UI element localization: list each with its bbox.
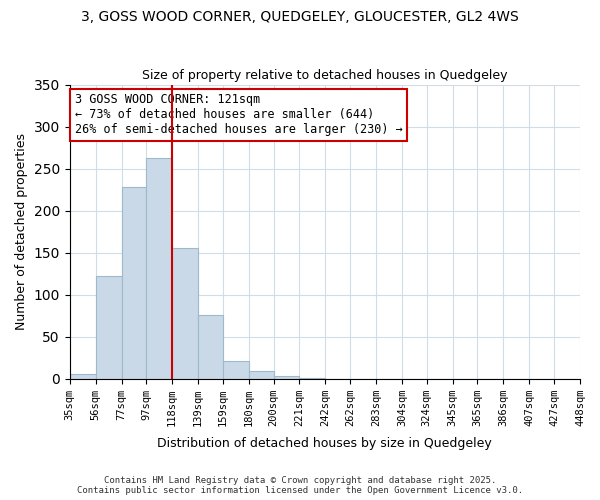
Bar (122, 187, 146, 378)
Title: Size of property relative to detached houses in Quedgeley: Size of property relative to detached ho… (142, 69, 508, 82)
Bar (274, 376, 299, 378)
Text: 3, GOSS WOOD CORNER, QUEDGELEY, GLOUCESTER, GL2 4WS: 3, GOSS WOOD CORNER, QUEDGELEY, GLOUCEST… (81, 10, 519, 24)
Bar (95, 276, 122, 378)
Bar (249, 371, 274, 378)
Bar (172, 248, 198, 378)
Bar (198, 315, 223, 378)
Text: 3 GOSS WOOD CORNER: 121sqm
← 73% of detached houses are smaller (644)
26% of sem: 3 GOSS WOOD CORNER: 121sqm ← 73% of deta… (75, 94, 403, 136)
Y-axis label: Number of detached properties: Number of detached properties (15, 133, 28, 330)
Text: Contains HM Land Registry data © Crown copyright and database right 2025.
Contai: Contains HM Land Registry data © Crown c… (77, 476, 523, 495)
Bar (70, 374, 95, 378)
X-axis label: Distribution of detached houses by size in Quedgeley: Distribution of detached houses by size … (157, 437, 492, 450)
Bar (146, 158, 172, 378)
Bar (223, 361, 249, 378)
